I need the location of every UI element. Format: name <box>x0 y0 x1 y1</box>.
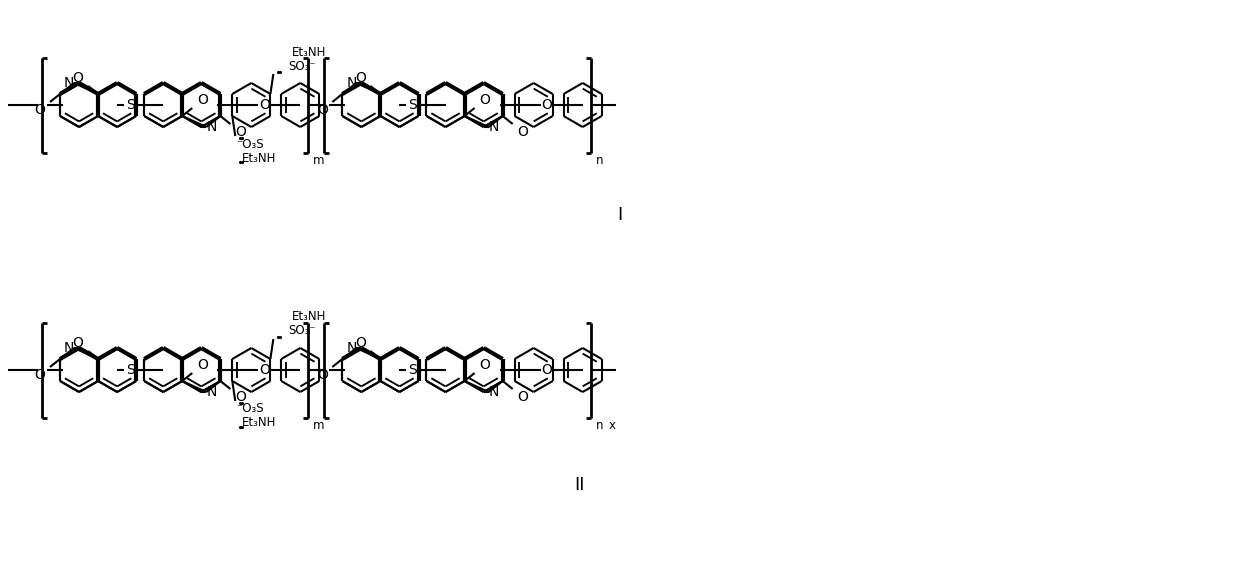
Text: ⁻O₃S: ⁻O₃S <box>237 138 264 151</box>
Text: O: O <box>197 358 208 372</box>
Text: SO₃⁻: SO₃⁻ <box>289 59 316 73</box>
Text: N: N <box>346 76 357 90</box>
Text: ⁻O₃S: ⁻O₃S <box>237 403 264 416</box>
Text: O: O <box>35 368 46 382</box>
Text: m: m <box>314 419 325 432</box>
Text: O: O <box>355 336 366 350</box>
Text: Et₃NH: Et₃NH <box>242 152 277 165</box>
Text: S: S <box>125 363 134 377</box>
Text: O: O <box>479 358 490 372</box>
Text: O: O <box>517 390 528 404</box>
Text: Et₃NH: Et₃NH <box>242 416 277 430</box>
Text: Et₃NH: Et₃NH <box>293 311 327 324</box>
Text: m: m <box>314 154 325 167</box>
Text: N: N <box>346 341 357 355</box>
Text: I: I <box>618 206 622 224</box>
Text: S: S <box>125 98 134 112</box>
Text: Et₃NH: Et₃NH <box>293 46 327 59</box>
Text: O: O <box>197 93 208 107</box>
Text: N: N <box>206 120 217 134</box>
Text: O: O <box>479 93 490 107</box>
Text: N: N <box>206 385 217 399</box>
Text: n: n <box>595 154 603 167</box>
Text: O: O <box>355 71 366 85</box>
Text: N: N <box>489 385 498 399</box>
Text: N: N <box>64 341 74 355</box>
Text: S: S <box>408 98 417 112</box>
Text: O: O <box>259 98 270 112</box>
Text: O: O <box>317 368 327 382</box>
Text: O: O <box>517 125 528 139</box>
Text: O: O <box>317 103 327 117</box>
Text: O: O <box>259 363 270 377</box>
Text: O: O <box>541 363 552 377</box>
Text: N: N <box>489 120 498 134</box>
Text: O: O <box>541 98 552 112</box>
Text: O: O <box>35 103 46 117</box>
Text: II: II <box>575 476 585 494</box>
Text: S: S <box>408 363 417 377</box>
Text: O: O <box>73 336 83 350</box>
Text: x: x <box>609 419 615 432</box>
Text: O: O <box>234 125 246 139</box>
Text: n: n <box>595 419 603 432</box>
Text: O: O <box>234 390 246 404</box>
Text: N: N <box>64 76 74 90</box>
Text: O: O <box>73 71 83 85</box>
Text: SO₃⁻: SO₃⁻ <box>289 324 316 337</box>
